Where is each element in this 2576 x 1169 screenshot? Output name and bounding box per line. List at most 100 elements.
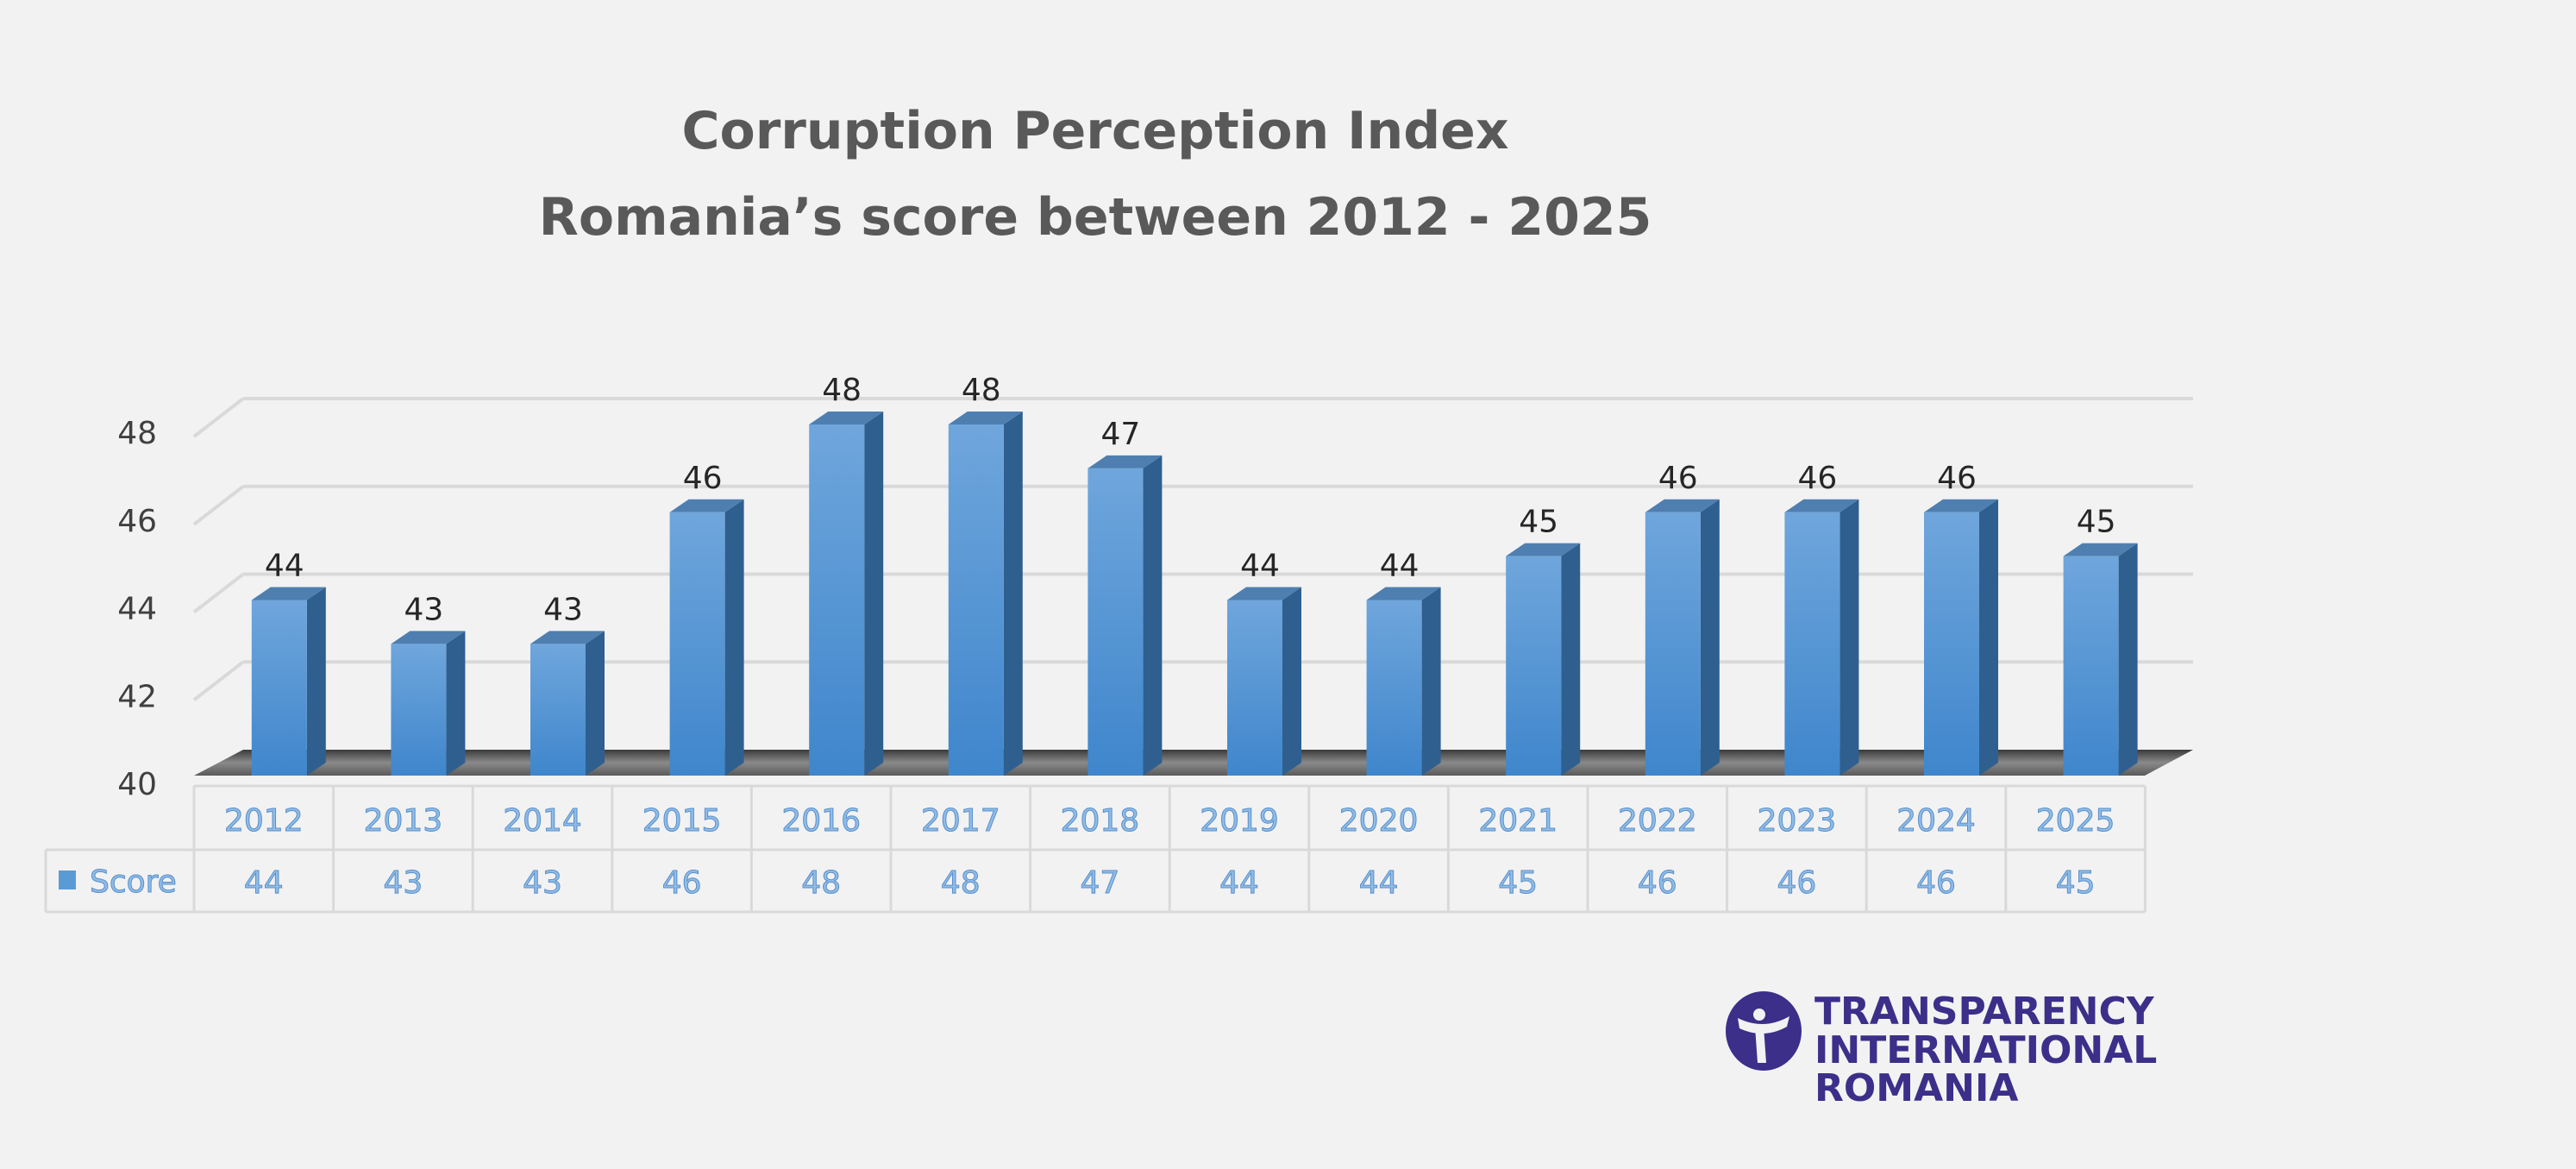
bar-top	[809, 412, 884, 424]
bar	[669, 512, 725, 776]
table-score: 46	[1916, 865, 1956, 901]
table-year: 2015	[642, 803, 722, 839]
table-score: 43	[523, 865, 562, 901]
bar	[1087, 468, 1144, 776]
bar-top	[1645, 499, 1720, 512]
data-label: 45	[2077, 505, 2116, 540]
data-label: 48	[822, 373, 862, 408]
bar-top	[1506, 543, 1581, 556]
bar-group: 45	[1506, 505, 1581, 776]
y-tick-label: 44	[117, 592, 157, 627]
logo-line-1: TRANSPARENCY	[1814, 990, 2155, 1034]
legend-label: Score	[90, 864, 177, 900]
data-label: 45	[1519, 505, 1558, 540]
y-tick-label: 48	[117, 416, 157, 451]
bar-group: 48	[809, 373, 884, 776]
gridline-slant	[192, 485, 245, 526]
table-year: 2014	[503, 803, 582, 839]
bar-group: 45	[2063, 505, 2138, 776]
data-label: 46	[1937, 461, 1977, 496]
data-label: 46	[1797, 461, 1837, 496]
bar-group: 43	[530, 592, 605, 776]
table-score: 48	[801, 865, 841, 901]
table-year: 2018	[1061, 803, 1140, 839]
bar-group: 44	[1366, 549, 1441, 776]
table-score: 46	[1638, 865, 1677, 901]
bar	[1227, 600, 1282, 776]
table-year: 2024	[1896, 803, 1976, 839]
bar-side	[724, 499, 744, 776]
bar-top	[1366, 587, 1441, 600]
bar-top	[2063, 543, 2138, 556]
bar-side	[586, 631, 605, 776]
bar-top	[1924, 499, 1998, 512]
y-tick-label: 40	[117, 767, 157, 802]
bar-side	[1143, 455, 1163, 776]
data-label: 44	[1240, 549, 1280, 584]
data-label: 44	[1380, 549, 1420, 584]
bar-top	[530, 631, 605, 644]
bar	[1645, 512, 1701, 776]
y-axis: 40 42 44 46 48	[117, 416, 157, 802]
bar-side	[1282, 587, 1301, 776]
chart-subtitle: Romania’s score between 2012 - 2025	[539, 187, 1652, 248]
table-score: 46	[662, 865, 702, 901]
data-label: 47	[1100, 417, 1140, 452]
bar-top	[948, 412, 1023, 424]
y-tick-label: 42	[117, 679, 157, 714]
bar-side	[2118, 543, 2138, 776]
table-score: 44	[1219, 865, 1259, 901]
bar-top	[251, 587, 326, 600]
table-year: 2013	[364, 803, 443, 839]
bar	[530, 644, 586, 776]
data-label: 43	[543, 592, 583, 627]
bar-top	[1784, 499, 1859, 512]
table-score: 47	[1080, 865, 1119, 901]
bar	[809, 424, 865, 776]
bar-side	[1840, 499, 1859, 776]
bar-side	[1561, 543, 1581, 776]
bar-group: 46	[1784, 461, 1859, 776]
data-label: 46	[1658, 461, 1698, 496]
table-year: 2017	[921, 803, 1000, 839]
bar-group: 48	[948, 373, 1023, 776]
bar-group: 44	[1227, 549, 1301, 776]
data-label: 46	[683, 461, 723, 496]
bar-side	[446, 631, 466, 776]
table-score: 48	[941, 865, 981, 901]
transparency-international-logo: TRANSPARENCY INTERNATIONAL ROMANIA	[1726, 990, 2157, 1110]
table-score: 46	[1777, 865, 1816, 901]
table-year: 2019	[1200, 803, 1279, 839]
bar-top	[1227, 587, 1301, 600]
table-year: 2022	[1618, 803, 1697, 839]
table-year: 2016	[781, 803, 861, 839]
table-year: 2021	[1478, 803, 1558, 839]
bar-top	[1087, 455, 1163, 468]
bar-side	[1700, 499, 1720, 776]
bars: 44 43 43 46 48 48 47 44 44 45 46 46 46 45	[251, 373, 2138, 776]
bar-top	[669, 499, 744, 512]
table-score: 45	[2056, 865, 2096, 901]
legend-swatch	[59, 870, 76, 889]
bar	[2063, 556, 2119, 776]
table-year: 2023	[1758, 803, 1837, 839]
bar-group: 46	[669, 461, 744, 776]
bar	[391, 644, 447, 776]
bar-group: 47	[1087, 417, 1163, 776]
bar-group: 44	[251, 549, 326, 776]
bar-side	[1003, 412, 1023, 776]
bar-side	[864, 412, 884, 776]
gridlines	[192, 397, 2193, 701]
table-year: 2012	[224, 803, 304, 839]
chart-title: Corruption Perception Index	[681, 101, 1508, 161]
logo-line-3: ROMANIA	[1814, 1066, 2018, 1110]
bar	[251, 600, 307, 776]
table-score: 45	[1498, 865, 1538, 901]
table-score: 44	[1359, 865, 1399, 901]
bar-side	[306, 587, 326, 776]
data-label: 44	[265, 549, 304, 584]
bar-top	[391, 631, 466, 644]
bar-group: 46	[1924, 461, 1998, 776]
chart-floor	[194, 750, 2193, 776]
gridline-slant	[192, 397, 245, 438]
